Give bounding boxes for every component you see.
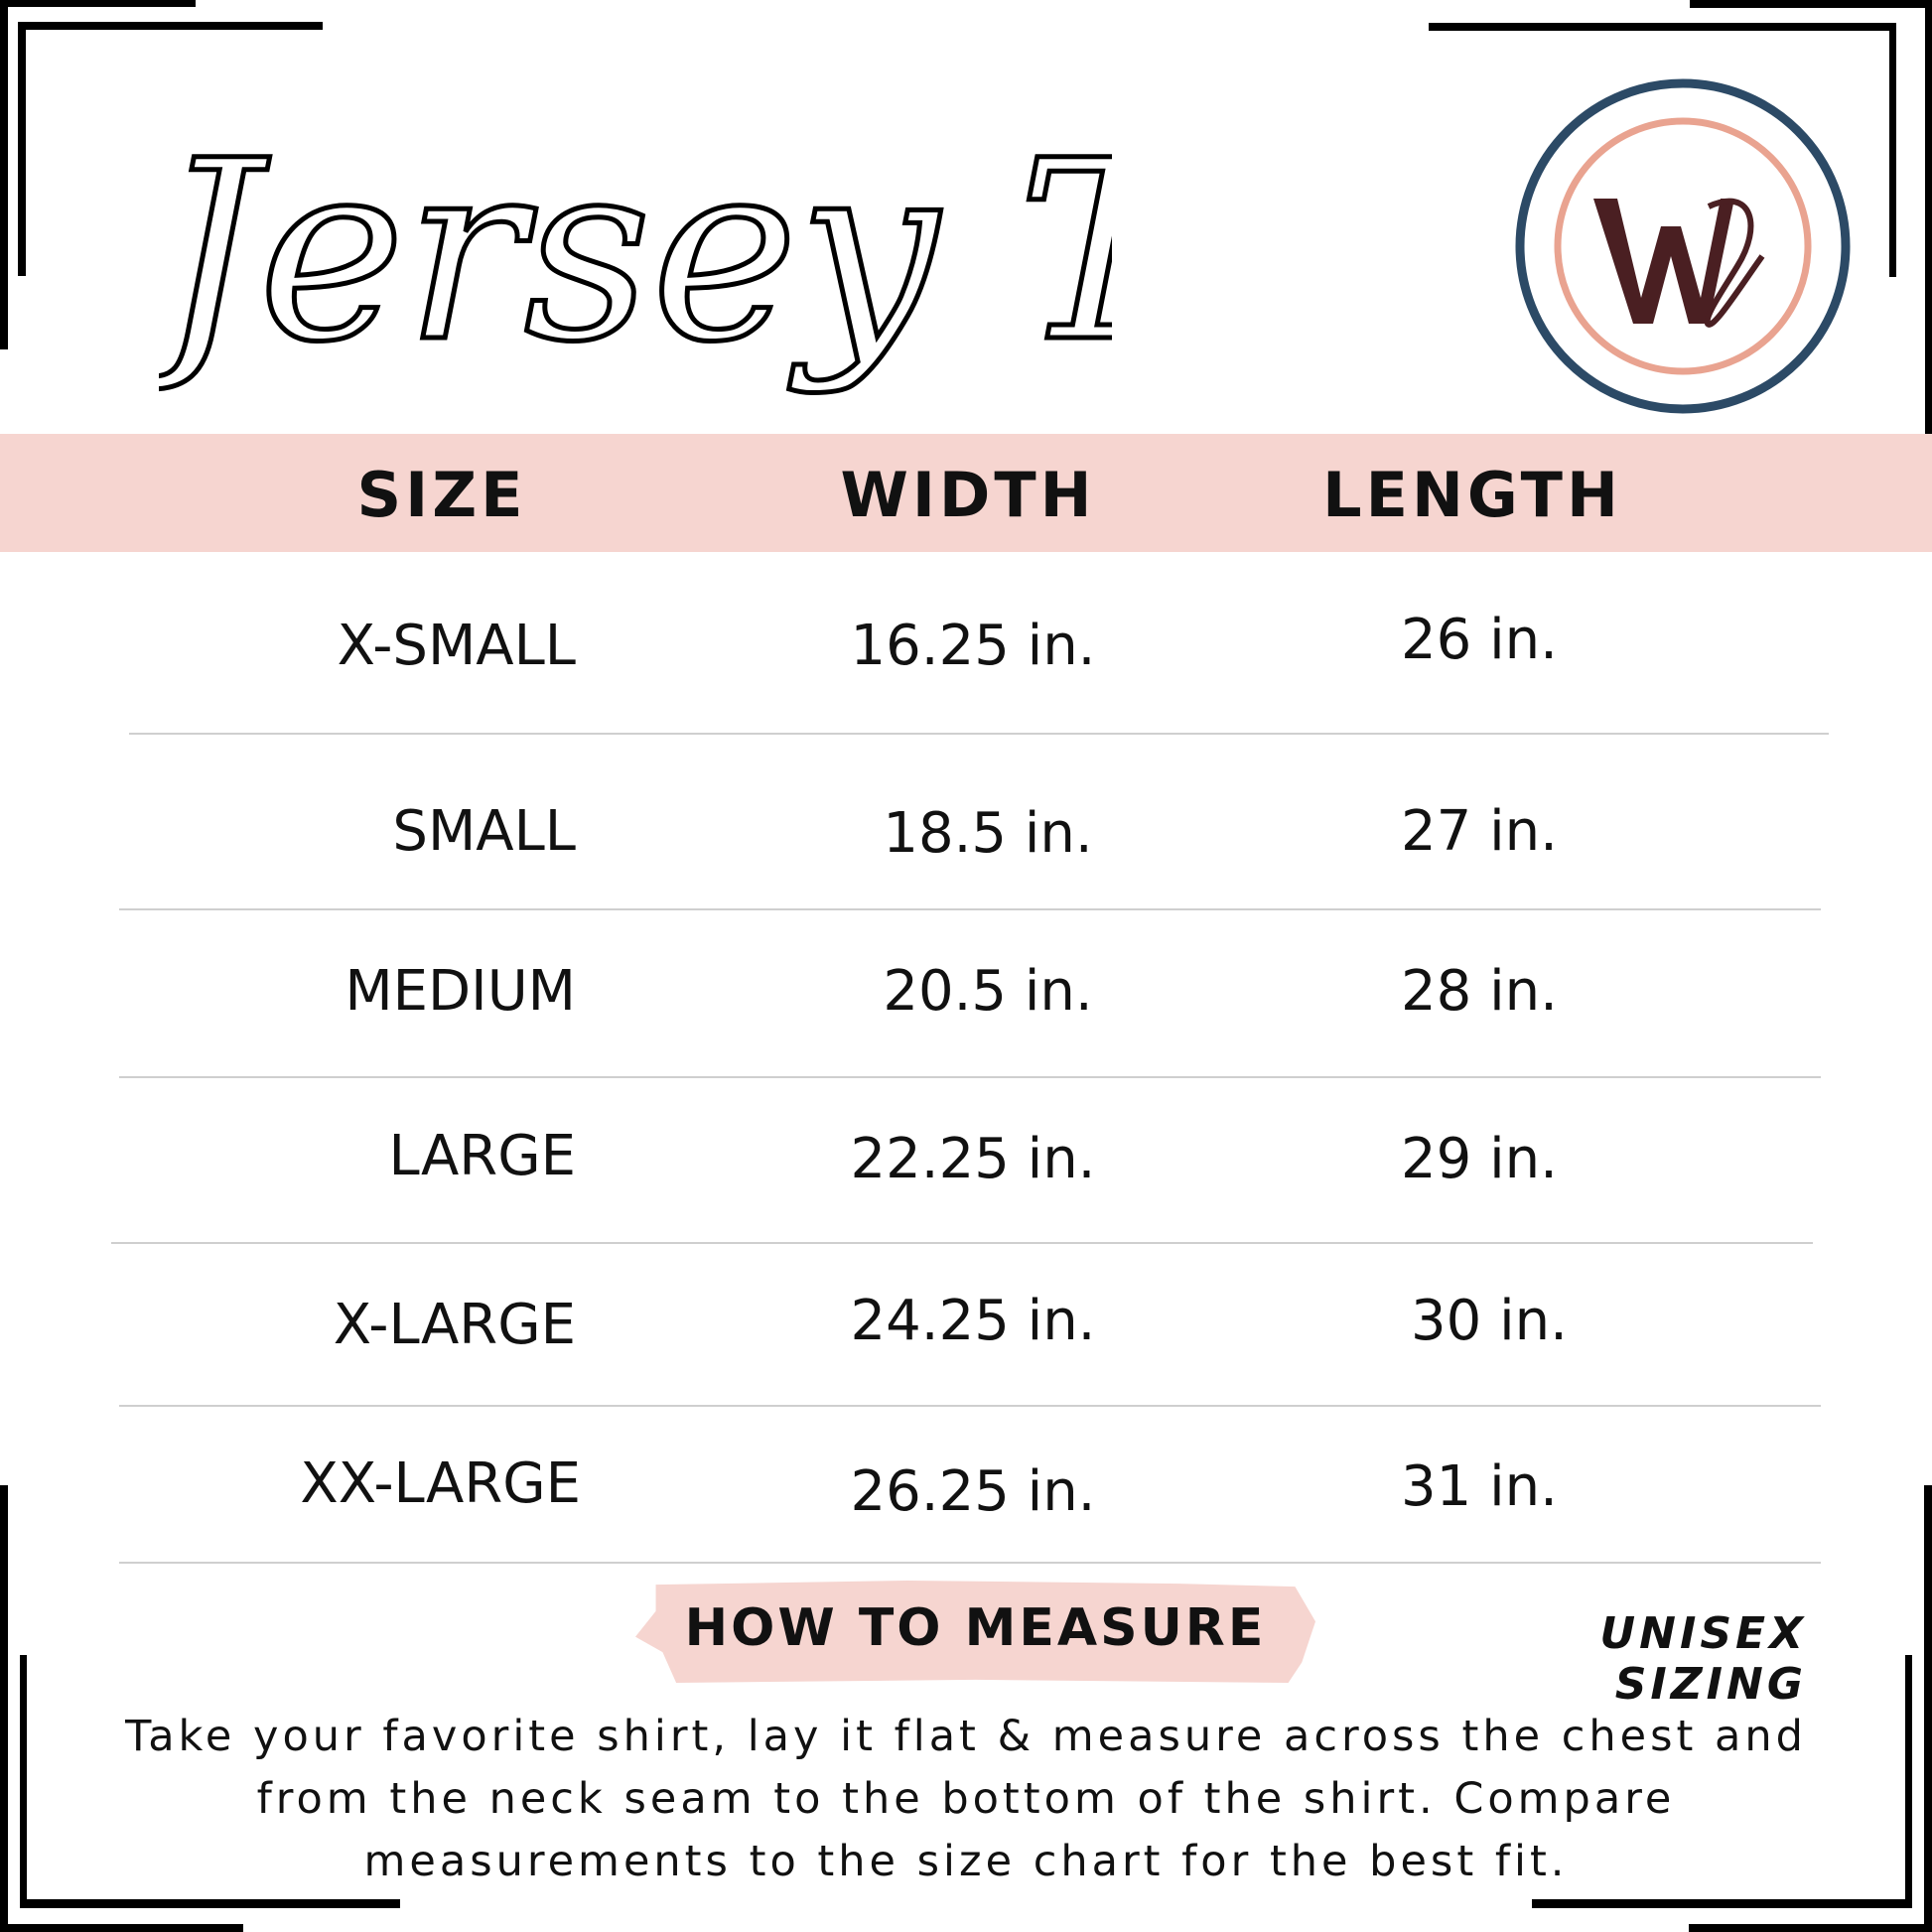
size-cell: XX-LARGE xyxy=(300,1451,581,1516)
row-divider xyxy=(119,1405,1821,1407)
length-cell: 30 in. xyxy=(1411,1289,1568,1353)
size-cell: LARGE xyxy=(388,1124,576,1188)
how-to-measure-heading: HOW TO MEASURE xyxy=(684,1598,1267,1658)
brush-highlight xyxy=(635,1581,1315,1683)
width-cell: 24.25 in. xyxy=(850,1289,1096,1353)
row-divider xyxy=(129,733,1829,735)
length-cell: 27 in. xyxy=(1401,799,1558,864)
width-cell: 20.5 in. xyxy=(883,959,1093,1024)
measure-instructions: Take your favorite shirt, lay it flat & … xyxy=(40,1706,1892,1893)
width-cell: 26.25 in. xyxy=(850,1459,1096,1524)
brand-logo xyxy=(1514,77,1852,415)
unisex-sizing-label: UNISEX SIZING xyxy=(1599,1608,1807,1710)
instruction-line: Take your favorite shirt, lay it flat & … xyxy=(125,1712,1807,1761)
size-cell: MEDIUM xyxy=(345,959,576,1024)
header-size: SIZE xyxy=(356,459,527,531)
instruction-line: measurements to the size chart for the b… xyxy=(363,1837,1569,1886)
length-cell: 31 in. xyxy=(1401,1454,1558,1519)
width-cell: 16.25 in. xyxy=(850,614,1096,678)
length-cell: 26 in. xyxy=(1401,608,1558,672)
row-divider xyxy=(111,1242,1813,1244)
size-cell: SMALL xyxy=(392,799,576,864)
title-text: Jersey Tank xyxy=(159,107,1112,396)
header-length: LENGTH xyxy=(1322,459,1622,531)
width-cell: 22.25 in. xyxy=(850,1127,1096,1191)
instruction-line: from the neck seam to the bottom of the … xyxy=(256,1774,1676,1824)
row-divider xyxy=(119,1562,1821,1564)
length-cell: 28 in. xyxy=(1401,959,1558,1024)
length-cell: 29 in. xyxy=(1401,1127,1558,1191)
page-title: Jersey Tank xyxy=(115,60,1625,457)
size-cell: X-SMALL xyxy=(337,614,576,678)
header-width: WIDTH xyxy=(840,459,1096,531)
row-divider xyxy=(119,1076,1821,1078)
row-divider xyxy=(119,908,1821,910)
width-cell: 18.5 in. xyxy=(883,801,1093,866)
size-cell: X-LARGE xyxy=(333,1293,576,1357)
header-band xyxy=(0,434,1932,552)
